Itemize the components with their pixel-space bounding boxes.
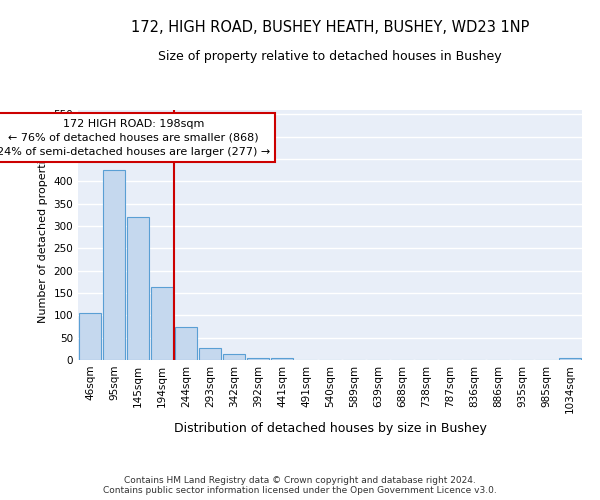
Text: Size of property relative to detached houses in Bushey: Size of property relative to detached ho… (158, 50, 502, 63)
Text: Contains HM Land Registry data © Crown copyright and database right 2024.
Contai: Contains HM Land Registry data © Crown c… (103, 476, 497, 495)
Bar (103, 170, 125, 360)
Text: 172, HIGH ROAD, BUSHEY HEATH, BUSHEY, WD23 1NP: 172, HIGH ROAD, BUSHEY HEATH, BUSHEY, WD… (131, 20, 529, 35)
Bar (151, 287, 173, 360)
Text: 172 HIGH ROAD: 198sqm
← 76% of detached houses are smaller (868)
24% of semi-det: 172 HIGH ROAD: 198sqm ← 76% of detached … (0, 119, 270, 157)
Bar (247, 358, 269, 360)
Bar (271, 358, 293, 360)
Bar (223, 354, 245, 360)
Y-axis label: Number of detached properties: Number of detached properties (38, 148, 48, 322)
X-axis label: Distribution of detached houses by size in Bushey: Distribution of detached houses by size … (173, 422, 487, 435)
Bar (199, 348, 221, 360)
Bar (175, 326, 197, 360)
Bar (559, 358, 581, 360)
Bar (127, 217, 149, 360)
Bar (79, 313, 101, 360)
